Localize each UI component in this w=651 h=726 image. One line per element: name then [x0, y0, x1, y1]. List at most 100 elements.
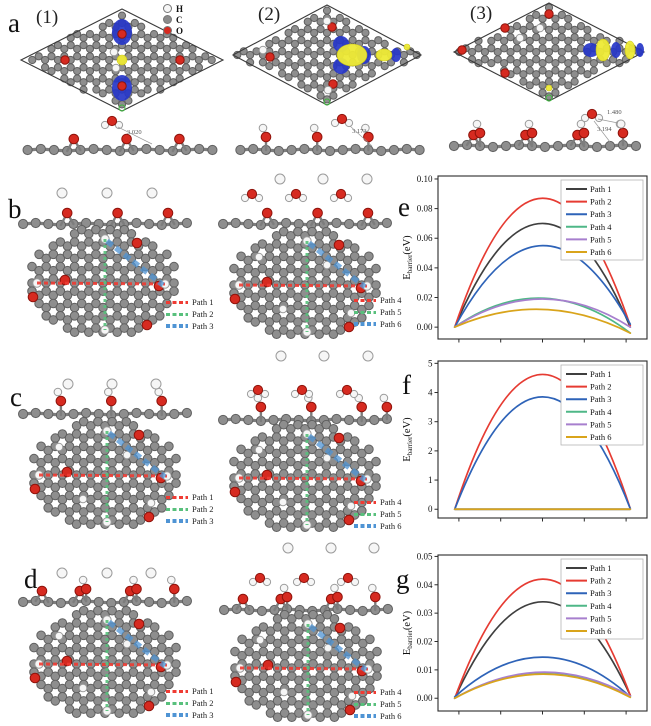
carbon-atom — [525, 22, 534, 31]
carbon-atom — [380, 39, 389, 49]
carbon-atom — [344, 414, 355, 426]
carbon-atom — [128, 610, 139, 620]
carbon-atom — [78, 416, 89, 427]
carbon-atom — [271, 329, 282, 340]
charge-density-blue — [636, 43, 644, 57]
oxygen-atom — [117, 29, 127, 39]
carbon-atom — [294, 609, 304, 620]
carbon-atom — [50, 490, 61, 501]
series-path-2 — [453, 373, 632, 511]
oxygen-atom — [332, 591, 343, 603]
path-blue-line — [105, 238, 165, 288]
carbon-atom — [121, 490, 132, 501]
oxygen-atom — [230, 676, 242, 688]
corner-marker — [118, 104, 126, 112]
carbon-atom — [171, 478, 181, 489]
carbon-atom — [525, 81, 534, 90]
y-tick-label: 0.10 — [417, 174, 433, 184]
carbon-atom — [328, 231, 339, 241]
charge-density-yellow — [595, 38, 611, 62]
hydrogen-atom — [106, 378, 118, 390]
carbon-atom — [162, 74, 171, 83]
path3-label: Path 3 — [192, 321, 214, 331]
legend-label: Path 3 — [590, 588, 612, 598]
carbon-atom — [284, 73, 293, 82]
carbon-atom — [285, 481, 296, 492]
legend-label: Path 5 — [590, 613, 612, 623]
carbon-atom — [149, 630, 160, 641]
carbon-atom — [321, 226, 332, 237]
carbon-atom — [57, 478, 68, 489]
path4-line-icon — [354, 690, 376, 694]
hydrogen-atom — [146, 187, 158, 199]
oxygen-atom — [327, 22, 337, 32]
y-tick-label: 0.04 — [417, 580, 433, 590]
carbon-atom — [278, 518, 289, 528]
oxygen-atom — [265, 52, 275, 62]
carbon-atom — [144, 596, 155, 608]
path5-label: Path 5 — [380, 699, 402, 709]
carbon-atom — [272, 622, 283, 632]
legend-row: Path 5 — [354, 508, 402, 520]
carbon-atom — [230, 646, 240, 657]
carbon-atom — [207, 144, 218, 156]
oxygen-atom — [61, 207, 73, 219]
carbon-atom — [286, 671, 297, 682]
carbon-atom — [374, 36, 383, 45]
carbon-atom — [307, 493, 317, 504]
panel-a-sublabel-1: (1) — [36, 7, 59, 28]
carbon-atom — [112, 261, 123, 272]
carbon-atom — [18, 218, 29, 230]
series-path-1 — [453, 222, 632, 328]
path4-line-icon — [354, 500, 376, 504]
carbon-atom — [314, 263, 325, 274]
panel-a-sublabel-2: (2) — [258, 4, 281, 25]
carbon-atom — [71, 478, 82, 489]
oxygen-atom — [356, 401, 368, 413]
oxygen-atom — [55, 395, 67, 407]
atom-legend: H C O — [163, 3, 183, 36]
legend-row: Path 2 — [166, 308, 214, 320]
carbon-atom — [85, 519, 96, 530]
carbon-atom — [117, 11, 127, 20]
oxygen-atom — [131, 583, 142, 595]
panel-label-b: b — [8, 194, 22, 224]
carbon-atom — [328, 288, 339, 299]
legend-label: Path 4 — [590, 407, 612, 417]
carbon-atom — [349, 436, 360, 446]
carbon-atom — [358, 646, 368, 657]
carbon-atom — [229, 263, 239, 274]
carbon-atom — [303, 84, 312, 93]
chart-legend-box — [560, 364, 644, 446]
carbon-atom — [337, 144, 348, 156]
carbon-atom — [284, 36, 293, 45]
hydrogen-atom — [101, 187, 113, 199]
carbon-atom — [307, 419, 317, 430]
carbon-atom — [551, 66, 560, 75]
carbon-atom — [257, 481, 268, 492]
carbon-atom — [98, 74, 107, 83]
carbon-atom — [264, 444, 275, 455]
hydrogen-atom — [279, 687, 289, 697]
carbon-atom — [27, 261, 37, 272]
carbon-atom — [69, 237, 80, 247]
carbon-atom — [591, 141, 603, 153]
carbon-atom — [112, 286, 123, 297]
carbon-atom — [310, 36, 319, 45]
carbon-atom — [329, 69, 338, 78]
carbon-atom — [169, 63, 178, 72]
carbon-atom — [69, 311, 80, 321]
carbon-atom — [156, 597, 167, 609]
carbon-atom — [164, 679, 174, 690]
carbon-atom — [372, 671, 382, 682]
carbon-atom — [297, 80, 306, 89]
legend-label: Path 6 — [590, 247, 612, 257]
hydrogen-atom — [309, 123, 319, 133]
carbon-atom — [251, 683, 262, 694]
carbon-atom — [448, 140, 460, 152]
carbon-atom — [76, 298, 87, 309]
carbon-atom — [371, 456, 381, 467]
legend-row: Path 3 — [166, 515, 214, 527]
carbon-atom — [350, 634, 361, 645]
carbon-atom — [316, 47, 325, 56]
